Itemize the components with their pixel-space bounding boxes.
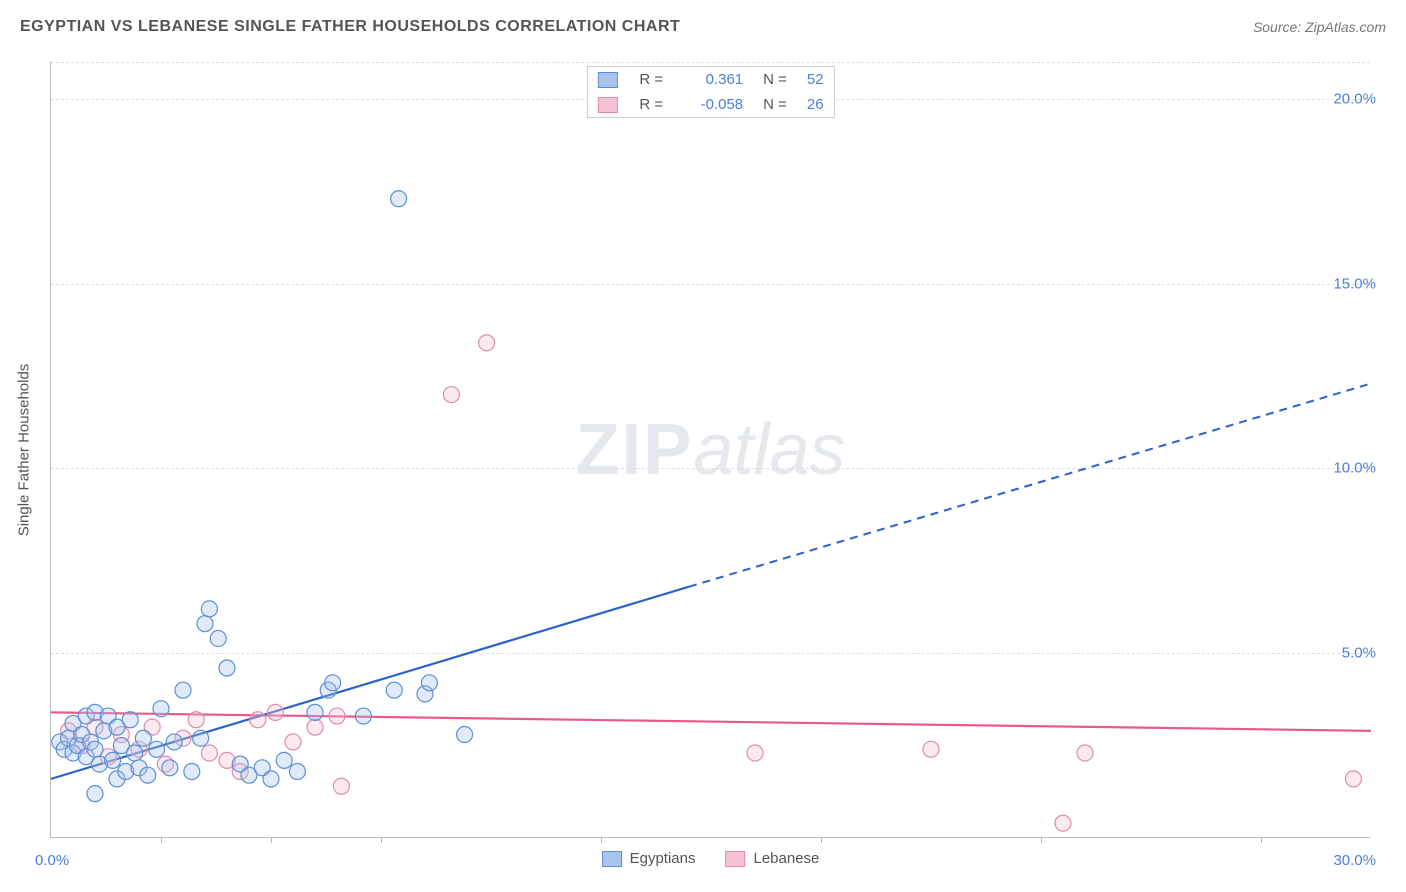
point-lebanese	[479, 335, 495, 351]
title-bar: EGYPTIAN VS LEBANESE SINGLE FATHER HOUSE…	[20, 18, 1386, 36]
point-lebanese	[267, 704, 283, 720]
regression-line-egyptians-dashed	[689, 383, 1371, 586]
x-tick	[601, 837, 602, 843]
point-egyptians	[87, 741, 103, 757]
x-tick	[821, 837, 822, 843]
point-lebanese	[201, 745, 217, 761]
legend-row-egyptians: R = 0.361 N = 52	[587, 67, 833, 92]
point-egyptians	[87, 786, 103, 802]
point-egyptians	[127, 745, 143, 761]
point-egyptians	[355, 708, 371, 724]
legend-series: Egyptians Lebanese	[602, 850, 820, 867]
x-end-label: 30.0%	[1333, 852, 1376, 869]
legend-label-egyptians: Egyptians	[630, 850, 696, 867]
point-lebanese	[443, 387, 459, 403]
n-value-lebanese: 26	[807, 96, 824, 113]
legend-correlation: R = 0.361 N = 52 R = -0.058 N = 26	[586, 66, 834, 118]
point-egyptians	[457, 727, 473, 743]
point-lebanese	[1345, 771, 1361, 787]
point-egyptians	[276, 752, 292, 768]
regression-line-lebanese	[51, 712, 1371, 730]
point-lebanese	[329, 708, 345, 724]
point-egyptians	[325, 675, 341, 691]
point-egyptians	[421, 675, 437, 691]
point-egyptians	[175, 682, 191, 698]
n-value-egyptians: 52	[807, 71, 824, 88]
point-egyptians	[197, 616, 213, 632]
chart-container: EGYPTIAN VS LEBANESE SINGLE FATHER HOUSE…	[0, 0, 1406, 892]
point-egyptians	[149, 741, 165, 757]
swatch-lebanese	[597, 97, 617, 113]
chart-svg	[51, 62, 1370, 837]
swatch-egyptians-icon	[602, 851, 622, 867]
point-egyptians	[391, 191, 407, 207]
point-egyptians	[219, 660, 235, 676]
point-egyptians	[201, 601, 217, 617]
point-egyptians	[135, 730, 151, 746]
chart-title: EGYPTIAN VS LEBANESE SINGLE FATHER HOUSE…	[20, 18, 680, 36]
n-label: N =	[763, 96, 787, 113]
swatch-lebanese-icon	[725, 851, 745, 867]
n-label: N =	[763, 71, 787, 88]
point-lebanese	[250, 712, 266, 728]
source-label: Source: ZipAtlas.com	[1253, 19, 1386, 35]
point-lebanese	[1077, 745, 1093, 761]
x-tick	[1041, 837, 1042, 843]
point-lebanese	[333, 778, 349, 794]
r-label: R =	[639, 71, 663, 88]
point-egyptians	[153, 701, 169, 717]
x-tick	[271, 837, 272, 843]
legend-item-lebanese: Lebanese	[725, 850, 819, 867]
point-egyptians	[289, 763, 305, 779]
point-egyptians	[162, 760, 178, 776]
point-egyptians	[210, 630, 226, 646]
point-lebanese	[923, 741, 939, 757]
swatch-egyptians	[597, 72, 617, 88]
point-lebanese	[188, 712, 204, 728]
legend-row-lebanese: R = -0.058 N = 26	[587, 92, 833, 117]
point-egyptians	[166, 734, 182, 750]
point-egyptians	[140, 767, 156, 783]
y-axis-title: Single Father Households	[16, 364, 33, 537]
r-value-egyptians: 0.361	[683, 71, 743, 88]
point-egyptians	[105, 752, 121, 768]
point-egyptians	[263, 771, 279, 787]
x-tick	[161, 837, 162, 843]
plot-area: ZIPatlas 5.0%10.0%15.0%20.0% R = 0.361 N…	[50, 62, 1370, 838]
r-value-lebanese: -0.058	[683, 96, 743, 113]
point-lebanese	[1055, 815, 1071, 831]
point-egyptians	[307, 704, 323, 720]
r-label: R =	[639, 96, 663, 113]
x-tick	[1261, 837, 1262, 843]
x-start-label: 0.0%	[35, 852, 69, 869]
point-lebanese	[285, 734, 301, 750]
legend-label-lebanese: Lebanese	[753, 850, 819, 867]
point-egyptians	[386, 682, 402, 698]
point-lebanese	[747, 745, 763, 761]
point-egyptians	[184, 763, 200, 779]
legend-item-egyptians: Egyptians	[602, 850, 696, 867]
point-lebanese	[307, 719, 323, 735]
point-egyptians	[193, 730, 209, 746]
point-egyptians	[122, 712, 138, 728]
x-tick	[381, 837, 382, 843]
